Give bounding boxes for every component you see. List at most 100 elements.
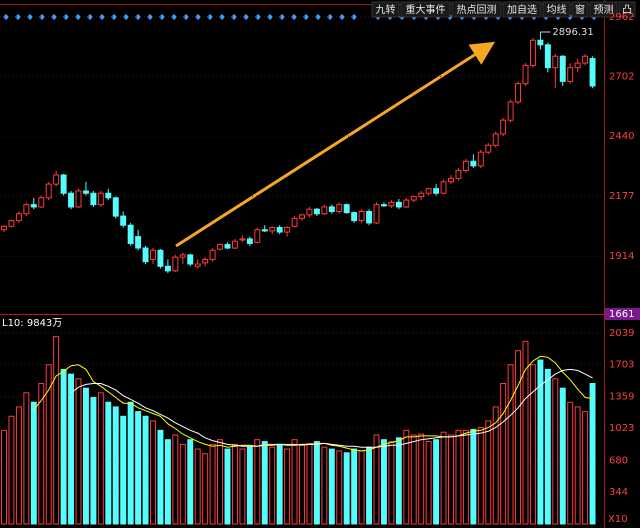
candle-body — [515, 83, 522, 103]
volume-bar — [477, 427, 484, 525]
volume-bar — [433, 439, 440, 525]
event-marker — [51, 14, 57, 20]
toolbar-button[interactable] — [371, 1, 400, 18]
volume-bar — [75, 378, 82, 525]
volume-bar — [462, 429, 469, 525]
y-tick-label: 2039 — [609, 328, 634, 339]
toolbar-button[interactable] — [400, 1, 451, 18]
toolbar-button[interactable] — [502, 1, 542, 18]
candle-body — [351, 212, 358, 222]
candle-body — [164, 265, 171, 272]
candle-body — [135, 236, 142, 249]
candle-body — [172, 256, 179, 272]
toolbar-label[interactable]: 热点回测 — [457, 3, 497, 16]
volume-bar — [328, 448, 335, 525]
candle-body — [529, 39, 536, 66]
event-marker — [243, 14, 249, 20]
candle-body — [269, 226, 276, 232]
y-tick-label: 2440 — [609, 131, 634, 142]
volume-bar — [537, 359, 544, 525]
event-marker — [27, 14, 33, 20]
event-marker — [255, 14, 261, 20]
volume-bar — [261, 441, 268, 525]
event-marker — [195, 14, 201, 20]
event-marker — [123, 14, 129, 20]
event-marker — [231, 14, 237, 20]
toolbar-label[interactable]: 重大事件 — [406, 3, 446, 16]
volume-bar — [150, 420, 156, 525]
toolbar-label[interactable]: 窗 — [575, 3, 585, 16]
toolbar-label[interactable]: 均线 — [547, 3, 567, 16]
volume-bar — [291, 439, 298, 525]
event-marker — [99, 14, 105, 20]
volume-bar — [127, 401, 134, 525]
candle-body — [90, 192, 97, 206]
volume-bar — [231, 443, 238, 525]
candle-body — [53, 174, 60, 185]
volume-bar — [440, 431, 447, 525]
volume-bar — [470, 428, 477, 525]
candle-body — [82, 190, 89, 194]
candle-body — [559, 55, 566, 82]
y-tick-label: 1661 — [609, 309, 634, 320]
volume-bar — [500, 382, 507, 525]
candle-body — [410, 196, 417, 201]
volume-bar — [380, 439, 387, 525]
candle-body — [142, 247, 149, 263]
volume-bar — [485, 420, 492, 525]
candle-body — [299, 214, 305, 219]
volume-bar — [209, 443, 216, 525]
candle-body — [343, 204, 350, 214]
y-tick-label: 2177 — [609, 191, 634, 202]
toolbar-button[interactable] — [618, 1, 636, 18]
candle-body — [574, 62, 581, 69]
event-marker — [39, 14, 45, 20]
candle-body — [388, 201, 395, 207]
volume-bar — [8, 415, 15, 525]
volume-bar — [418, 433, 425, 525]
y-tick-label: 1914 — [609, 251, 634, 262]
candle-body — [30, 204, 37, 208]
candle-body — [224, 244, 231, 249]
volume-bar — [351, 448, 358, 525]
candle-body — [477, 151, 484, 167]
candle-body — [217, 244, 224, 250]
event-marker — [279, 14, 285, 20]
volume-bar — [172, 434, 179, 525]
volume-bar — [529, 364, 536, 525]
volume-bar — [23, 392, 30, 525]
candle-body — [380, 204, 387, 207]
volume-bar — [135, 411, 142, 525]
event-marker — [171, 14, 177, 20]
volume-unit: X10 — [608, 514, 628, 525]
candle-body — [485, 144, 492, 153]
event-marker — [339, 14, 345, 20]
candle-body — [306, 208, 313, 216]
volume-bar — [276, 443, 283, 525]
event-marker — [267, 14, 273, 20]
candle-body — [448, 177, 454, 183]
toolbar-button[interactable] — [589, 1, 618, 18]
volume-bar — [492, 406, 499, 525]
toolbar-label[interactable]: 加自选 — [507, 3, 537, 16]
volume-bar — [45, 364, 52, 525]
event-marker — [291, 14, 297, 20]
event-marker — [207, 14, 213, 20]
candle-body — [15, 213, 22, 222]
candle-body — [284, 226, 291, 233]
event-marker — [183, 14, 189, 20]
event-marker — [327, 14, 333, 20]
volume-bar — [321, 446, 328, 525]
toolbar-label[interactable]: 预测 — [594, 3, 614, 16]
volume-bar — [53, 336, 60, 525]
toolbar-label[interactable]: 九转 — [376, 3, 396, 16]
volume-bar — [455, 429, 462, 525]
volume-bar — [60, 368, 67, 525]
toolbar-label[interactable]: 凸 — [622, 4, 632, 16]
candle-body — [276, 226, 283, 233]
volume-bar — [1, 429, 7, 525]
candle-body — [582, 55, 589, 64]
candle-body — [231, 240, 238, 249]
candle-body — [425, 188, 432, 194]
event-marker — [135, 14, 141, 20]
